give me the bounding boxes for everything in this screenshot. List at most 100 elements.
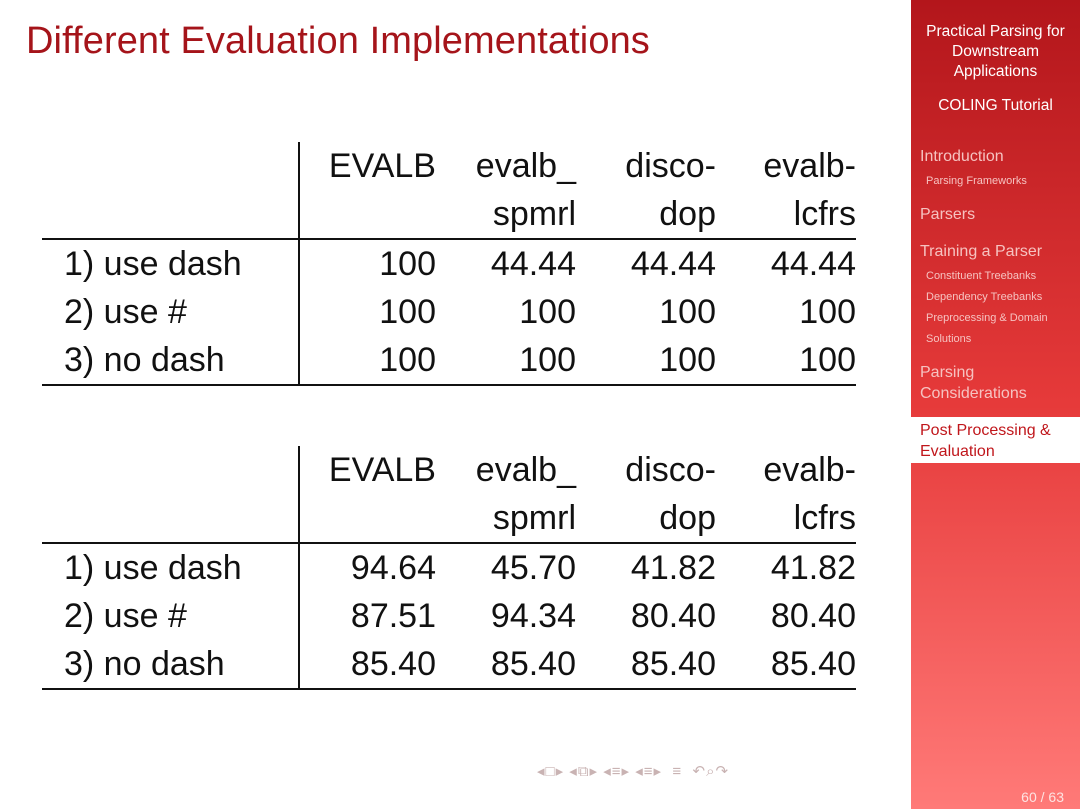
- value-cell: 85.40: [576, 640, 716, 690]
- presentation-title-line: Practical Parsing for: [926, 23, 1065, 40]
- navigation-bar: ◂□▸ ◂⧉▸ ◂≡▸ ◂≡▸ ≡ ↶⌕↷: [537, 762, 729, 780]
- nav-forward-icon[interactable]: ↷: [715, 763, 730, 780]
- sidebar-item-parsing-considerations[interactable]: Parsing Considerations: [920, 362, 1027, 404]
- table-header-row: EVALB evalb_ disco- evalb-: [42, 446, 856, 494]
- table-header-row: spmrl dop lcfrs: [42, 494, 856, 544]
- header-cell: lcfrs: [716, 190, 856, 240]
- header-cell: evalb_: [475, 451, 576, 489]
- presentation-title-line: Downstream: [952, 43, 1039, 60]
- value-cell: 100: [298, 288, 436, 336]
- header-cell: disco-: [625, 451, 716, 489]
- results-table-1: EVALB evalb_ disco- evalb- spmrl dop lcf…: [42, 142, 856, 386]
- header-cell: spmrl: [436, 494, 576, 544]
- nav-prev-slide-icon[interactable]: ◂: [569, 763, 578, 780]
- nav-outline-icon[interactable]: ≡: [667, 763, 683, 780]
- header-empty-cell: [42, 446, 299, 494]
- header-cell: [298, 190, 436, 240]
- nav-next-frame-icon[interactable]: ▸: [555, 763, 565, 780]
- nav-subsection-icon[interactable]: ≡: [643, 763, 654, 780]
- sidebar-subitem-parsing-frameworks[interactable]: Parsing Frameworks: [926, 175, 1027, 187]
- presentation-title: Practical Parsing for Downstream Applica…: [911, 22, 1080, 82]
- header-cell: dop: [576, 190, 716, 240]
- value-cell: 80.40: [770, 597, 856, 635]
- sidebar-item-label-line: Evaluation: [920, 443, 995, 460]
- slide-title: Different Evaluation Implementations: [26, 20, 650, 62]
- sidebar-item-label: Post Processing & Evaluation: [920, 420, 1051, 462]
- value-cell: 94.34: [490, 597, 576, 635]
- header-empty-cell: [42, 142, 299, 190]
- nav-next-slide-icon[interactable]: ▸: [589, 763, 599, 780]
- nav-slide-icon[interactable]: ⧉: [577, 763, 590, 780]
- nav-prev-subsection-icon[interactable]: ◂: [635, 763, 644, 780]
- value-cell: 85.40: [716, 640, 856, 690]
- row-label: 3) no dash: [42, 640, 299, 690]
- nav-next-section-icon[interactable]: ▸: [621, 763, 631, 780]
- nav-frame-icon[interactable]: □: [545, 763, 556, 780]
- sidebar-item-training-a-parser[interactable]: Training a Parser: [920, 243, 1043, 260]
- header-empty-cell: [42, 190, 299, 240]
- value-cell: 100: [298, 336, 436, 386]
- row-label: 2) use #: [64, 293, 187, 331]
- table-row: 3) no dash 85.40 85.40 85.40 85.40: [42, 640, 856, 690]
- nav-prev-section-icon[interactable]: ◂: [603, 763, 612, 780]
- value-cell: 85.40: [436, 640, 576, 690]
- header-cell: EVALB: [298, 142, 436, 190]
- page-number: 60 / 63: [1021, 789, 1064, 805]
- header-cell: evalb-: [763, 451, 856, 489]
- row-label: 2) use #: [64, 597, 187, 635]
- header-cell: [298, 494, 436, 544]
- table-row: 2) use # 100 100 100 100: [42, 288, 856, 336]
- header-empty-cell: [42, 494, 299, 544]
- table-row: 1) use dash 100 44.44 44.44 44.44: [42, 239, 856, 288]
- sidebar-subitem-preprocessing[interactable]: Preprocessing & Domain: [926, 312, 1048, 324]
- header-cell: evalb_: [475, 147, 576, 185]
- header-cell: spmrl: [436, 190, 576, 240]
- nav-search-icon[interactable]: ⌕: [706, 763, 716, 780]
- sidebar-item-label-line: Post Processing &: [920, 422, 1051, 439]
- value-cell: 100: [659, 293, 716, 331]
- value-cell: 85.40: [298, 640, 436, 690]
- sidebar-item-parsers[interactable]: Parsers: [920, 206, 976, 223]
- presentation-title-line: Applications: [953, 63, 1038, 80]
- value-cell: 100: [799, 293, 856, 331]
- table-row: 3) no dash 100 100 100 100: [42, 336, 856, 386]
- sidebar-subitem-dependency-treebanks[interactable]: Dependency Treebanks: [926, 291, 1043, 303]
- table-header-row: spmrl dop lcfrs: [42, 190, 856, 240]
- value-cell: 45.70: [490, 549, 576, 587]
- table-row: 2) use # 87.51 94.34 80.40 80.40: [42, 592, 856, 640]
- header-cell: disco-: [625, 147, 716, 185]
- table-row: 1) use dash 94.64 45.70 41.82 41.82: [42, 543, 856, 592]
- value-cell: 100: [436, 336, 576, 386]
- value-cell: 100: [576, 336, 716, 386]
- value-cell: 100: [298, 239, 436, 288]
- row-label: 1) use dash: [64, 245, 242, 283]
- nav-section-icon[interactable]: ≡: [611, 763, 622, 780]
- row-label: 3) no dash: [42, 336, 299, 386]
- presentation-subtitle: COLING Tutorial: [938, 97, 1053, 114]
- sidebar-subitem-constituent-treebanks[interactable]: Constituent Treebanks: [926, 270, 1037, 282]
- header-cell: EVALB: [298, 446, 436, 494]
- sidebar: Practical Parsing for Downstream Applica…: [911, 0, 1080, 809]
- row-label: 1) use dash: [64, 549, 242, 587]
- value-cell: 100: [716, 336, 856, 386]
- sidebar-item-introduction[interactable]: Introduction: [920, 148, 1004, 165]
- table-header-row: EVALB evalb_ disco- evalb-: [42, 142, 856, 190]
- value-cell: 44.44: [630, 245, 716, 283]
- sidebar-item-label-line: Considerations: [920, 385, 1027, 402]
- nav-prev-frame-icon[interactable]: ◂: [537, 763, 546, 780]
- results-table-2: EVALB evalb_ disco- evalb- spmrl dop lcf…: [42, 446, 856, 690]
- header-cell: evalb-: [763, 147, 856, 185]
- nav-back-icon[interactable]: ↶: [687, 763, 707, 780]
- value-cell: 87.51: [298, 592, 436, 640]
- nav-next-subsection-icon[interactable]: ▸: [653, 763, 663, 780]
- header-cell: dop: [576, 494, 716, 544]
- sidebar-item-label-line: Parsing: [920, 364, 975, 381]
- header-cell: lcfrs: [716, 494, 856, 544]
- value-cell: 41.82: [770, 549, 856, 587]
- value-cell: 44.44: [770, 245, 856, 283]
- sidebar-subitem-solutions[interactable]: Solutions: [926, 333, 972, 345]
- value-cell: 94.64: [298, 543, 436, 592]
- sidebar-item-post-processing-active[interactable]: Post Processing & Evaluation: [911, 417, 1080, 463]
- value-cell: 100: [519, 293, 576, 331]
- value-cell: 80.40: [630, 597, 716, 635]
